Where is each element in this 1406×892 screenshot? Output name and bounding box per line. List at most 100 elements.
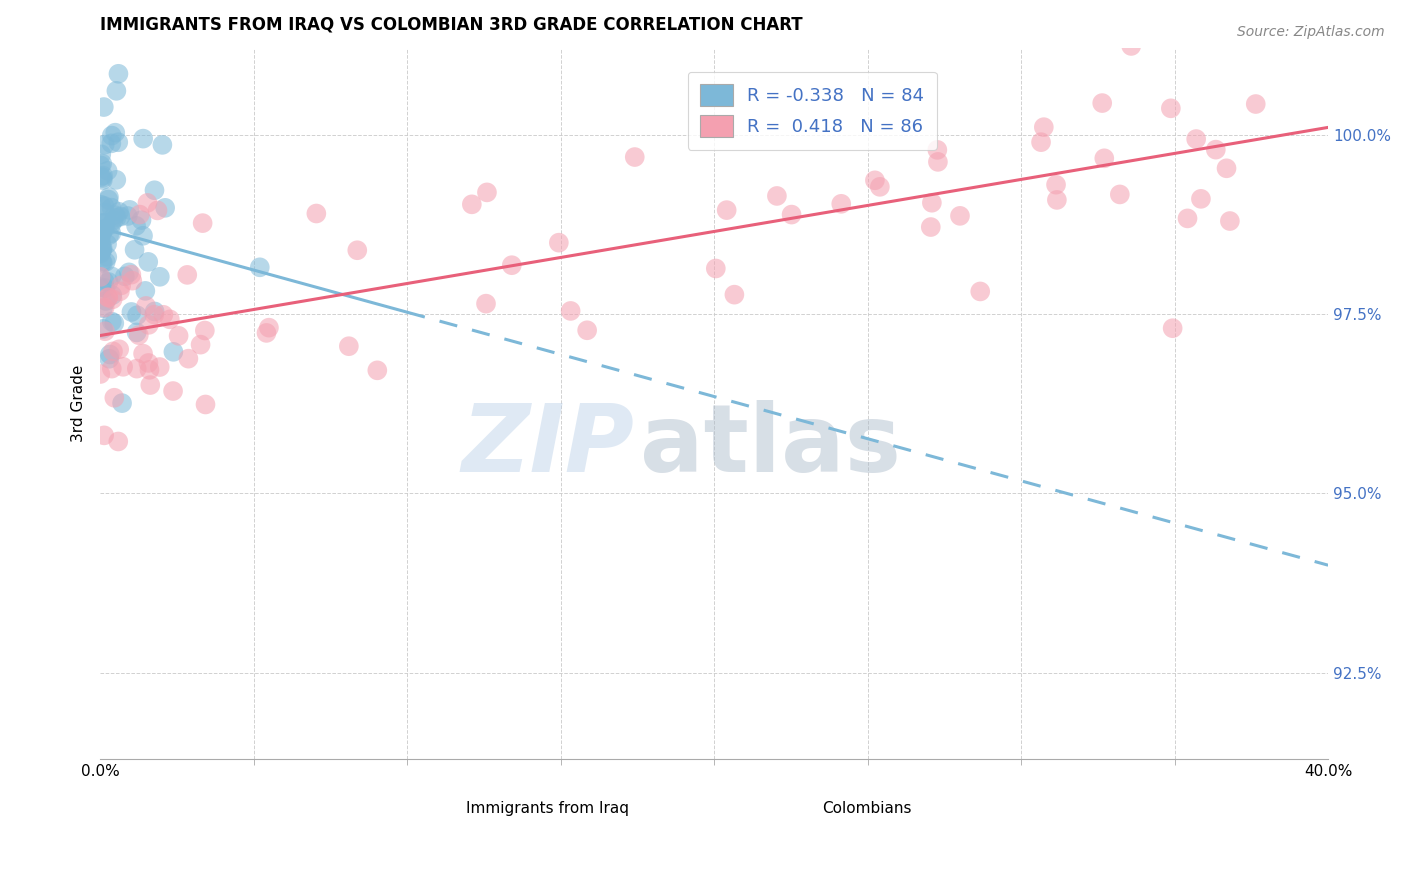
Point: [1032, 120, 1054, 135]
Point: [100, 226, 122, 240]
Point: [921, 195, 943, 210]
Point: [177, 351, 200, 366]
Point: [576, 323, 599, 337]
Point: [257, 320, 280, 334]
Text: ZIP: ZIP: [461, 401, 634, 492]
Point: [969, 285, 991, 299]
Point: [927, 143, 949, 157]
Point: [93, 301, 115, 315]
Point: [104, 126, 127, 140]
Point: [114, 269, 136, 284]
Point: [105, 84, 128, 98]
Point: [100, 201, 122, 215]
Point: [176, 268, 198, 282]
Point: [100, 218, 122, 232]
Point: [869, 179, 891, 194]
Point: [143, 183, 166, 197]
Point: [100, 136, 122, 151]
Point: [191, 216, 214, 230]
Point: [475, 186, 498, 200]
Point: [1108, 187, 1130, 202]
Legend: R = -0.338   N = 84, R =  0.418   N = 86: R = -0.338 N = 84, R = 0.418 N = 86: [688, 71, 936, 150]
Point: [124, 243, 146, 257]
Point: [138, 363, 160, 377]
Point: [766, 189, 789, 203]
Point: [90, 246, 112, 260]
Point: [97, 290, 120, 304]
FancyBboxPatch shape: [769, 802, 813, 817]
Y-axis label: 3rd Grade: 3rd Grade: [72, 365, 86, 442]
Point: [501, 258, 523, 272]
Point: [91, 173, 114, 187]
Point: [134, 284, 156, 298]
Point: [101, 293, 124, 307]
Point: [1092, 151, 1115, 165]
Point: [98, 347, 121, 361]
Point: [96, 237, 118, 252]
Point: [162, 384, 184, 398]
Point: [1177, 211, 1199, 226]
Point: [162, 344, 184, 359]
Point: [94, 281, 117, 295]
Point: [716, 203, 738, 218]
Point: [91, 241, 114, 255]
Point: [91, 223, 114, 237]
Point: [103, 316, 125, 330]
Point: [91, 255, 114, 269]
Text: Immigrants from Iraq: Immigrants from Iraq: [465, 801, 628, 816]
Point: [149, 359, 172, 374]
Point: [100, 128, 122, 143]
Point: [107, 67, 129, 81]
Point: [159, 312, 181, 326]
Point: [101, 315, 124, 329]
Point: [256, 326, 278, 340]
FancyBboxPatch shape: [413, 802, 457, 817]
Point: [560, 304, 582, 318]
Point: [927, 154, 949, 169]
Point: [1219, 214, 1241, 228]
Point: [152, 308, 174, 322]
Point: [89, 223, 111, 237]
Point: [1091, 96, 1114, 111]
Point: [190, 337, 212, 351]
Point: [125, 326, 148, 340]
Point: [337, 339, 360, 353]
Text: IMMIGRANTS FROM IRAQ VS COLOMBIAN 3RD GRADE CORRELATION CHART: IMMIGRANTS FROM IRAQ VS COLOMBIAN 3RD GR…: [100, 15, 803, 33]
Point: [830, 196, 852, 211]
Point: [97, 275, 120, 289]
Point: [366, 363, 388, 377]
Point: [949, 209, 972, 223]
Point: [863, 173, 886, 187]
Point: [143, 308, 166, 322]
Point: [90, 231, 112, 245]
Point: [118, 265, 141, 279]
Point: [121, 274, 143, 288]
Point: [723, 287, 745, 301]
Point: [131, 213, 153, 227]
Point: [101, 344, 124, 359]
Point: [305, 206, 328, 220]
Point: [136, 195, 159, 210]
Point: [167, 328, 190, 343]
Point: [125, 361, 148, 376]
Point: [153, 201, 176, 215]
Point: [780, 208, 803, 222]
Point: [623, 150, 645, 164]
Point: [90, 236, 112, 251]
Point: [138, 318, 160, 332]
Text: atlas: atlas: [641, 401, 901, 492]
Point: [94, 324, 117, 338]
Point: [1045, 178, 1067, 192]
Point: [107, 434, 129, 449]
Point: [90, 198, 112, 212]
Point: [105, 173, 128, 187]
Point: [98, 351, 121, 366]
Point: [132, 228, 155, 243]
Point: [97, 163, 120, 178]
Point: [96, 250, 118, 264]
Point: [90, 244, 112, 258]
Text: Colombians: Colombians: [823, 801, 911, 816]
Point: [346, 244, 368, 258]
Point: [111, 396, 134, 410]
Point: [91, 322, 114, 336]
